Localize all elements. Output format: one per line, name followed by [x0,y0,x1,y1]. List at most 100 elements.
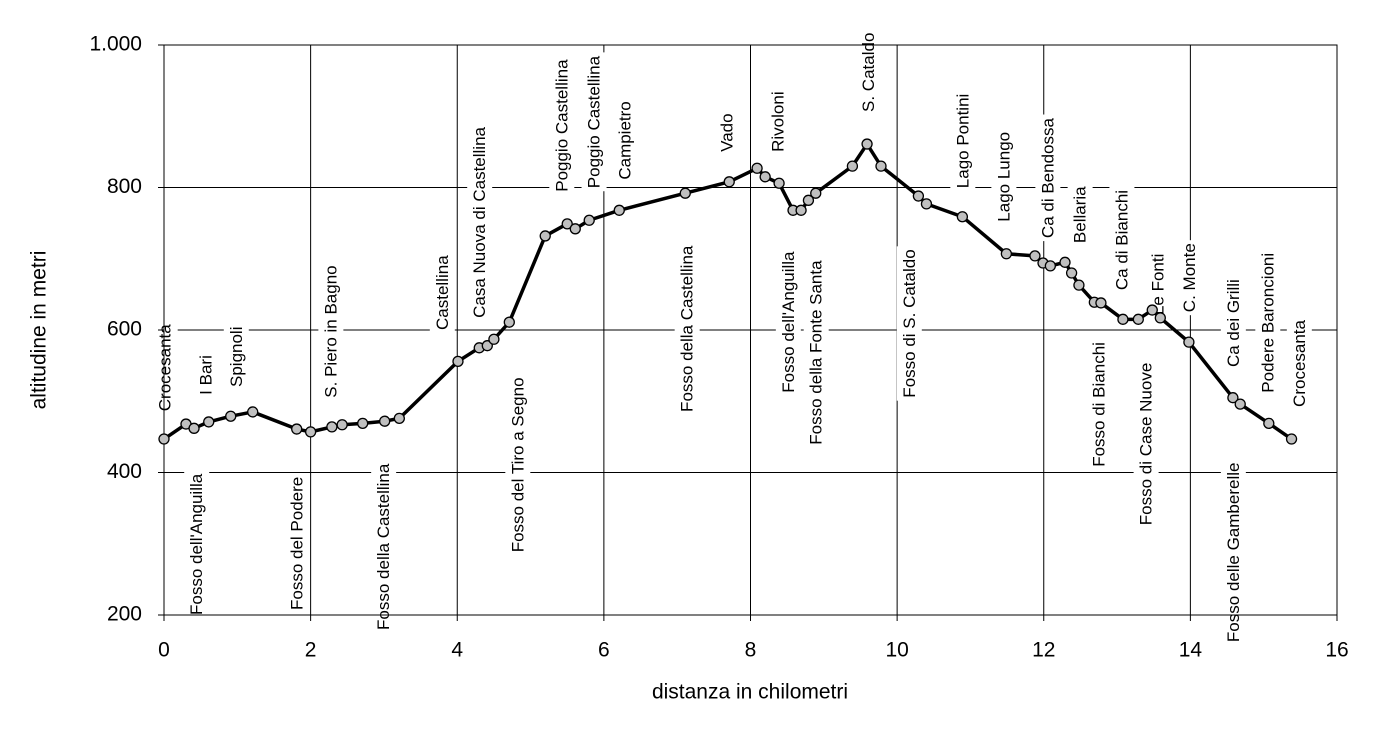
annotation-background [505,374,531,556]
annotation: Fosso di Case Nuove [1133,359,1159,529]
annotation: Ca dei Grilli [1220,276,1246,371]
point [1183,336,1195,348]
annotation: S. Piero in Bagno [318,262,344,401]
annotation-background [1035,114,1061,242]
annotation-background [549,55,575,195]
annotation-label: Lago Lungo [994,132,1013,222]
annotation: Fosso della Castellina [371,460,397,633]
x-tick-label: 8 [745,639,757,662]
y-tick-label: 800 [107,175,142,198]
annotation-background [1109,186,1135,294]
x-axis-title: distanza in chilometri [652,681,848,704]
point [920,198,933,210]
annotations: Crocesanta Fosso dell'Anguilla I Bari Spign… [152,29,1312,646]
x-tick-label: 2 [305,639,317,662]
annotation: Fosso del Podere [284,473,310,614]
point [802,194,815,206]
point [583,214,595,226]
annotation-background [775,247,801,396]
annotation: Vado [714,110,740,155]
annotation-background [467,123,493,321]
annotation-label: Le Fonti [1148,254,1167,315]
y-tick-label: 600 [107,318,142,341]
annotation-label: Fosso della Castellina [374,463,393,630]
point [1065,267,1078,279]
annotation-label: Fosso di Case Nuove [1137,363,1156,526]
point [1154,312,1166,324]
annotation: Lago Lungo [991,128,1017,225]
annotation-background [950,90,976,192]
annotation: Fosso di Bianchi [1086,339,1112,470]
point [679,187,691,199]
annotation-background [371,460,397,633]
annotation-label: S. Piero in Bagno [321,265,340,397]
annotation-background [184,470,210,618]
annotation-background [1176,240,1202,316]
annotation-label: Bellaria [1071,186,1090,243]
annotation-background [1255,249,1281,396]
point [1132,313,1144,325]
annotation: Castellina [429,251,455,333]
x-tick-label: 12 [1032,639,1055,662]
point [336,419,348,431]
point [1263,417,1275,429]
annotation-label: Vado [717,113,736,151]
point [326,421,338,433]
annotation-background [765,88,791,155]
point [379,415,391,427]
annotation-label: Lago Pontini [953,94,972,189]
point [810,187,822,199]
annotation: Ca di Bendossa [1035,114,1061,242]
point [569,223,581,235]
point [1073,279,1085,291]
point [1285,433,1298,445]
annotation: Fosso dell'Anguilla [184,470,210,618]
point [452,355,464,368]
point [304,426,317,438]
point [393,412,405,425]
annotation-background [223,323,249,390]
annotation: Spignoli [223,323,249,390]
annotation-background [1220,459,1246,646]
annotation: Poggio Castellina [549,55,575,195]
plot: 200 400 600 800 1.000 0 2 4 6 8 10 12 14 16 [89,33,1348,662]
annotation-label: Fosso di S. Cataldo [900,249,919,397]
annotation-label: Fosso del Tiro a Segno [508,377,527,552]
annotation-label: Crocesanta [156,324,175,411]
point [203,416,215,428]
annotation: Ca di Bianchi [1109,186,1135,294]
annotation: Fosso delle Gamberelle [1220,459,1246,646]
annotation-label: Castellina [433,255,452,330]
annotation: Lago Pontini [950,90,976,192]
annotation-label: Fosso delle Gamberelle [1224,463,1243,643]
point [956,211,969,223]
annotation: Fosso dell'Anguilla [775,247,801,396]
annotation: S. Cataldo [855,29,881,115]
annotation-label: C. Monte [1180,243,1199,312]
y-tick-label: 1.000 [89,33,142,56]
annotation-background [1067,182,1093,247]
point [795,204,807,216]
annotation-label: Fosso della Fonte Santa [807,260,826,445]
annotation-background [674,242,700,415]
point [539,230,551,242]
annotation: Casa Nuova di Castellina [467,123,493,321]
annotation-label: Fosso dell'Anguilla [187,473,206,615]
annotation-label: Podere Baroncioni [1258,253,1277,393]
annotation: Fosso della Castellina [674,242,700,415]
annotation: Bellaria [1067,182,1093,247]
y-tick-label: 200 [107,603,142,626]
annotation-background [803,256,829,448]
point [1059,256,1071,268]
point [1029,250,1041,262]
annotation-label: Campietro [615,101,634,179]
point [751,162,763,174]
annotation-background [193,352,219,398]
annotation-background [318,262,344,401]
point [1000,248,1013,260]
annotation: Fosso del Tiro a Segno [505,374,531,556]
annotation-background [1086,339,1112,470]
annotation-label: Fosso della Castellina [678,245,697,412]
